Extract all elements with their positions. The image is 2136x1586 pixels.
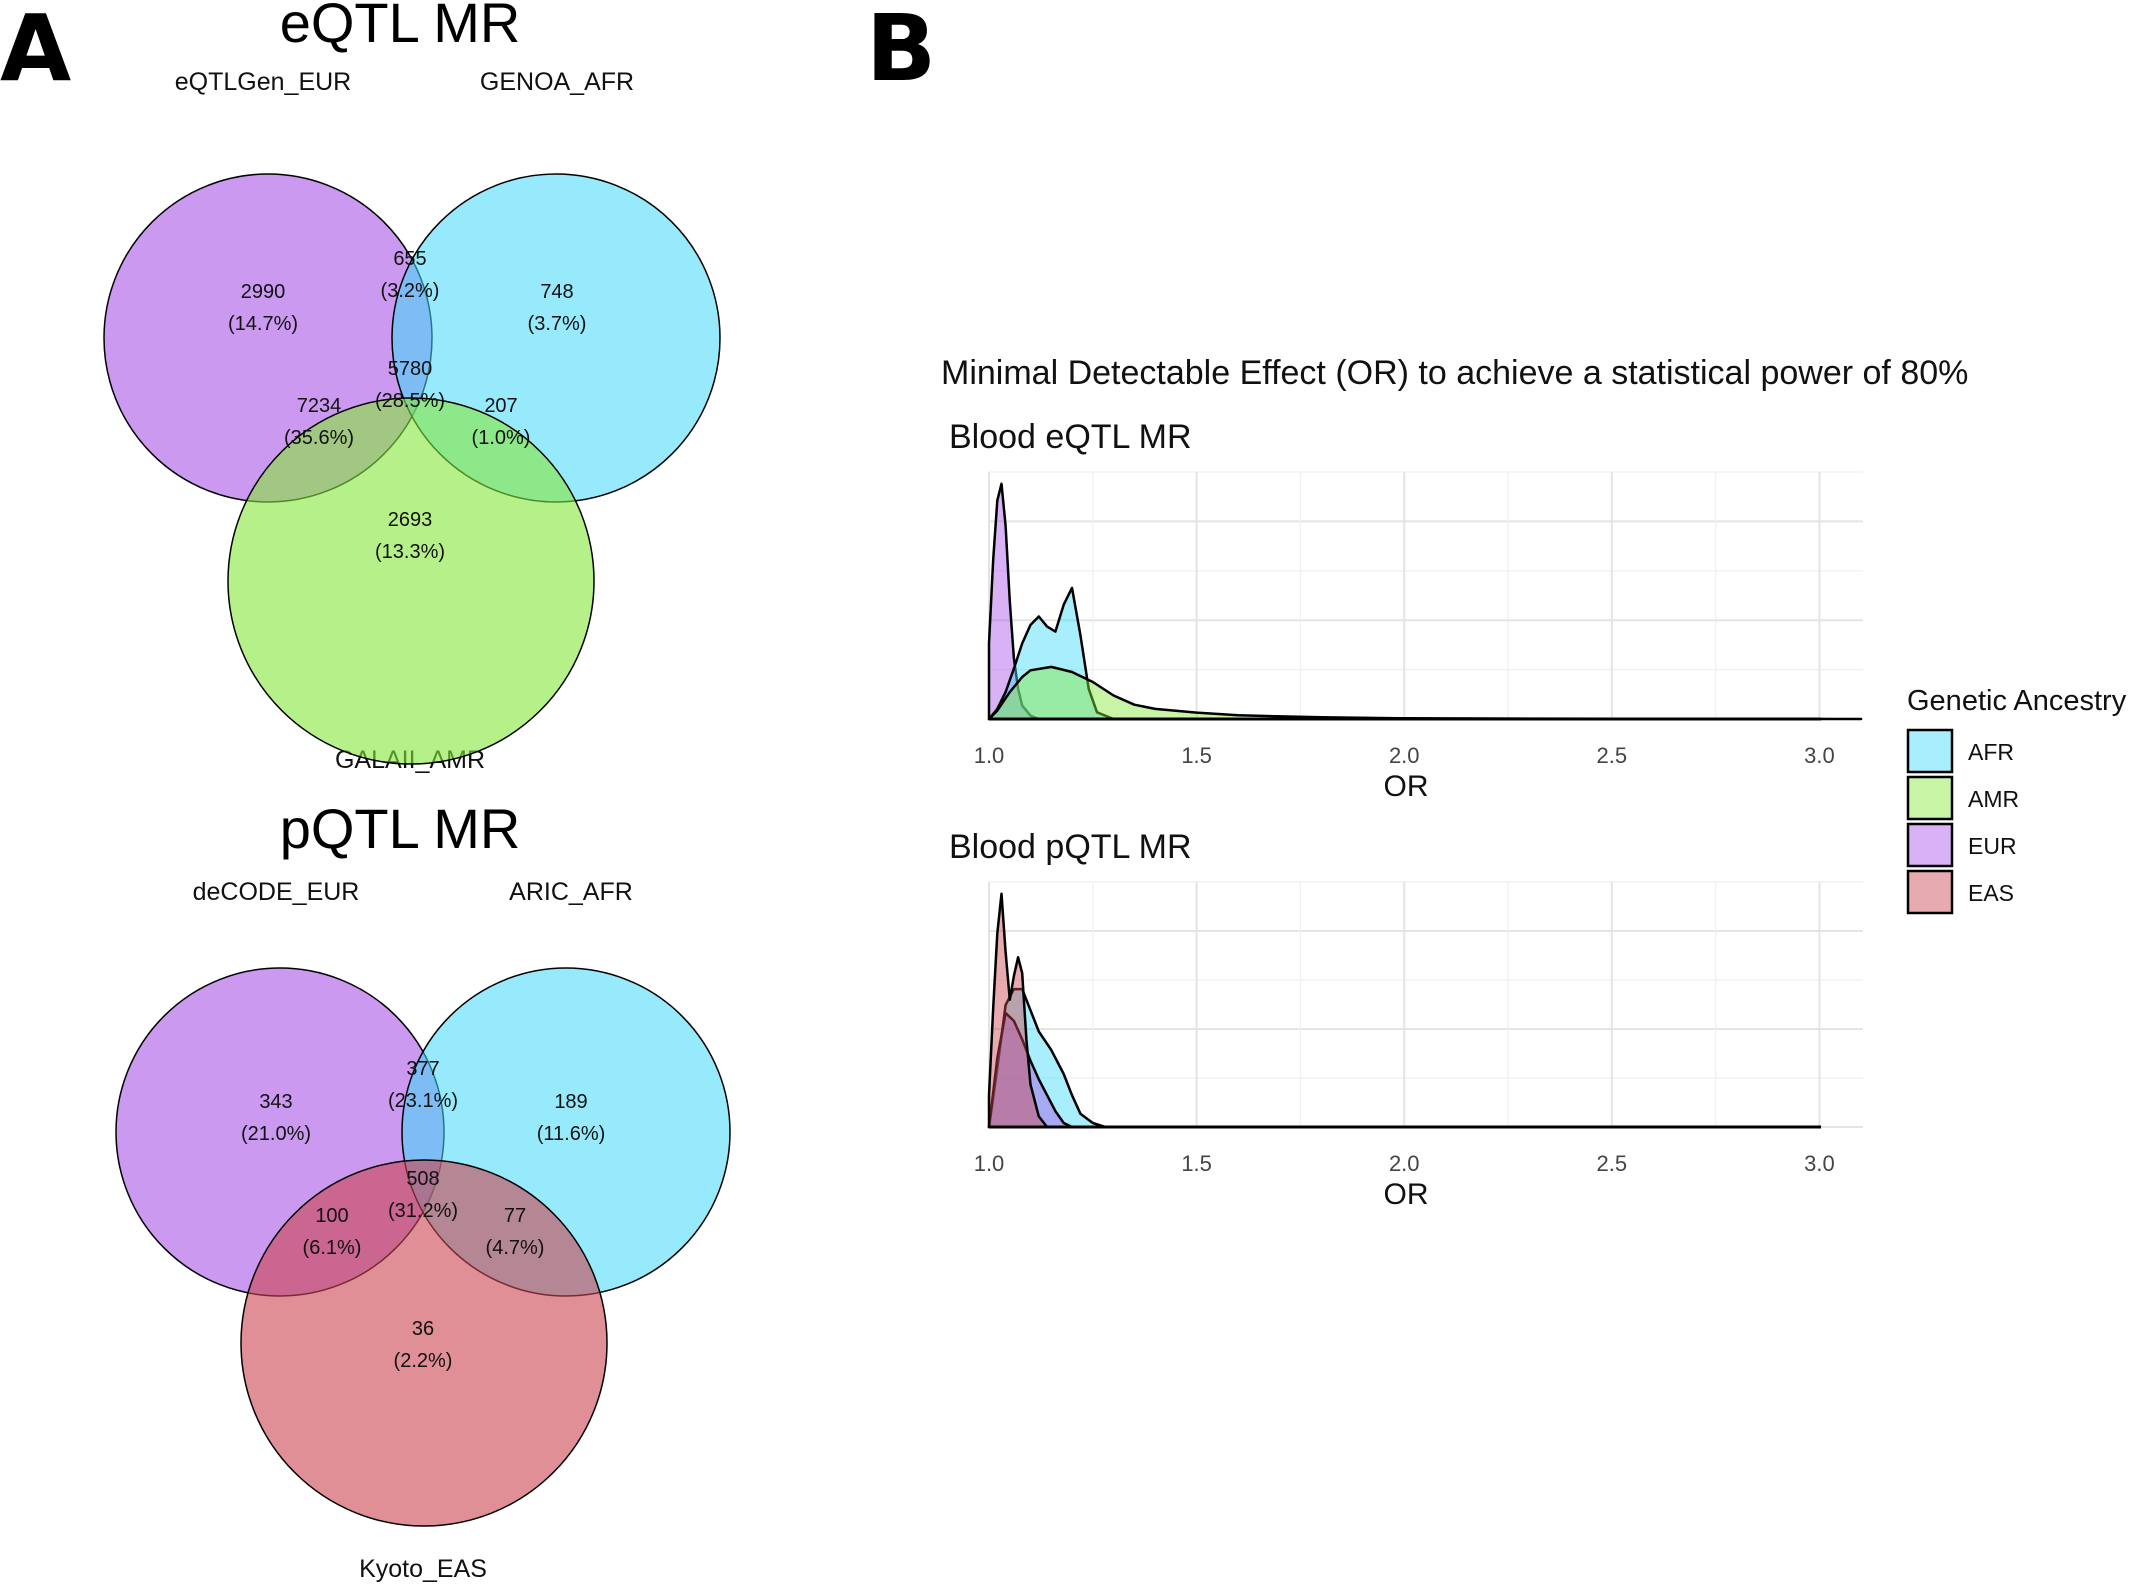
venn-title: eQTL MR <box>280 0 521 54</box>
region-b-only-count: 189 <box>554 1091 587 1113</box>
region-c-only-count: 2693 <box>388 509 433 531</box>
region-c-only-pct: (13.3%) <box>375 541 445 563</box>
x-tick-labels: 1.0 1.5 2.0 2.5 3.0 <box>974 743 1835 768</box>
region-b-only-count: 748 <box>540 281 573 303</box>
region-abc-pct: (28.5%) <box>375 390 445 412</box>
legend: Genetic Ancestry AFR AMR EUR EAS <box>1906 685 2127 915</box>
density-area-amr <box>987 665 1863 721</box>
density-area-eas <box>987 892 1049 1129</box>
region-c-only-count: 36 <box>412 1318 434 1340</box>
region-a-only-count: 2990 <box>241 281 286 303</box>
region-b-only-pct: (11.6%) <box>537 1123 606 1145</box>
set-label-a: eQTLGen_EUR <box>175 68 351 96</box>
legend-label-afr: AFR <box>1968 739 2014 765</box>
subplot-title: Blood pQTL MR <box>949 828 1192 866</box>
x-axis-label: OR <box>1384 770 1429 803</box>
x-tick-label: 2.0 <box>1389 1151 1420 1176</box>
grid <box>988 471 1863 720</box>
venn-set-c-circle <box>240 1159 608 1527</box>
venn-set-c-circle <box>227 397 595 765</box>
region-bc-pct: (4.7%) <box>486 1237 545 1259</box>
grid <box>988 881 1863 1128</box>
density-chart-pqtl: Blood pQTL MR 1.0 1.5 2.0 2.5 3.0 OR <box>949 828 1863 1211</box>
region-a-only-pct: (21.0%) <box>241 1123 311 1145</box>
density-chart-eqtl: Blood eQTL MR 1.0 1.5 2.0 2.5 3.0 OR <box>949 418 1863 803</box>
region-abc-pct: (31.2%) <box>388 1200 458 1222</box>
region-bc-pct: (1.0%) <box>472 427 531 449</box>
x-tick-label: 2.5 <box>1597 1151 1628 1176</box>
density-areas <box>987 482 1863 721</box>
legend-label-eur: EUR <box>1968 833 2017 859</box>
legend-swatch-eur <box>1906 822 1954 868</box>
region-abc-count: 508 <box>406 1168 439 1190</box>
x-axis-label: OR <box>1384 1178 1429 1211</box>
region-ab-count: 655 <box>393 248 426 270</box>
legend-swatch-eas <box>1906 869 1954 915</box>
legend-swatch-amr <box>1906 775 1954 821</box>
set-label-a: deCODE_EUR <box>193 878 360 906</box>
density-areas <box>987 892 1821 1129</box>
x-tick-labels: 1.0 1.5 2.0 2.5 3.0 <box>974 1151 1835 1176</box>
legend-items: AFR AMR EUR EAS <box>1906 728 2019 915</box>
x-tick-label: 1.0 <box>974 1151 1005 1176</box>
venn-eqtl: eQTL MR eQTLGen_EUR GENOA_AFR GALAII_AMR… <box>103 0 721 774</box>
x-tick-label: 3.0 <box>1804 1151 1835 1176</box>
region-ab-pct: (3.2%) <box>381 280 440 302</box>
region-ab-count: 377 <box>406 1058 439 1080</box>
set-label-c: Kyoto_EAS <box>359 1555 487 1583</box>
set-label-b: GENOA_AFR <box>480 68 634 96</box>
legend-label-eas: EAS <box>1968 880 2014 906</box>
set-label-b: ARIC_AFR <box>509 878 633 906</box>
region-ac-count: 100 <box>315 1205 348 1227</box>
region-bc-count: 77 <box>504 1205 526 1227</box>
x-tick-label: 3.0 <box>1804 743 1835 768</box>
region-bc-count: 207 <box>484 395 517 417</box>
venn-title: pQTL MR <box>280 797 521 860</box>
region-c-only-pct: (2.2%) <box>394 1350 453 1372</box>
region-b-only-pct: (3.7%) <box>528 313 587 335</box>
panel-a-letter: A <box>0 0 71 102</box>
density-area-afr <box>987 586 1115 721</box>
region-ac-pct: (6.1%) <box>303 1237 362 1259</box>
region-abc-count: 5780 <box>388 358 433 380</box>
region-a-only-pct: (14.7%) <box>228 313 298 335</box>
x-tick-label: 2.5 <box>1597 743 1628 768</box>
region-ab-pct: (23.1%) <box>388 1090 458 1112</box>
legend-swatch-afr <box>1906 728 1954 774</box>
chart-panel-title: Minimal Detectable Effect (OR) to achiev… <box>941 354 1968 392</box>
region-a-only-count: 343 <box>259 1091 292 1113</box>
legend-label-amr: AMR <box>1968 786 2019 812</box>
subplot-title: Blood eQTL MR <box>949 418 1192 456</box>
x-tick-label: 2.0 <box>1389 743 1420 768</box>
x-tick-label: 1.5 <box>1181 1151 1212 1176</box>
panel-b-letter: B <box>866 0 936 102</box>
region-ac-count: 7234 <box>297 395 342 417</box>
legend-title: Genetic Ancestry <box>1907 685 2127 717</box>
x-tick-label: 1.5 <box>1181 743 1212 768</box>
venn-pqtl: pQTL MR deCODE_EUR ARIC_AFR Kyoto_EAS 34… <box>115 797 731 1583</box>
x-tick-label: 1.0 <box>974 743 1005 768</box>
region-ac-pct: (35.6%) <box>284 427 354 449</box>
